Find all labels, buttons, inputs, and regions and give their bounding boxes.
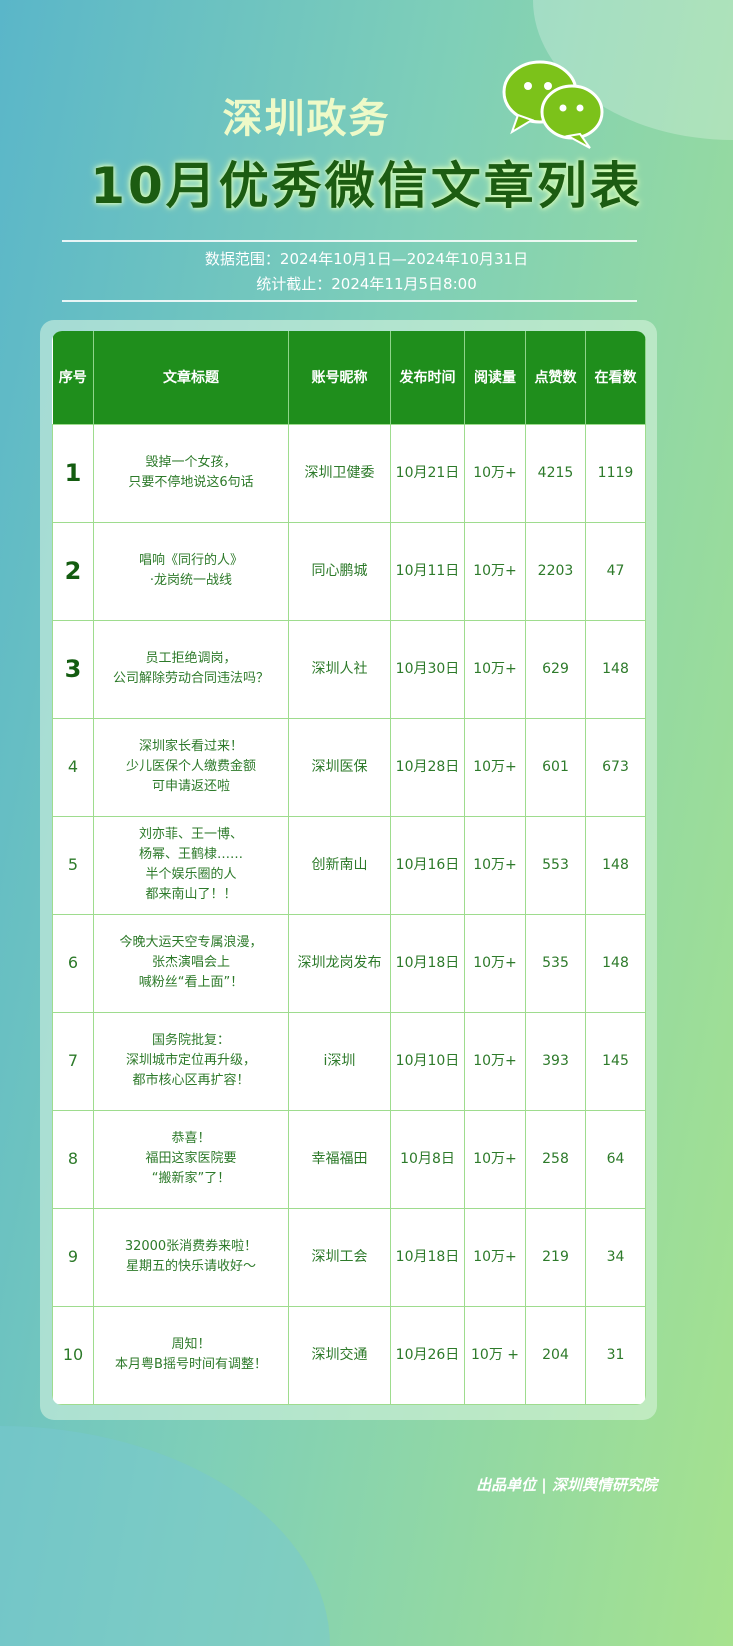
article-table: 序号 文章标题 账号昵称 发布时间 阅读量 点赞数 在看数 1 毁掉一个女孩， 只要不停地说这… bbox=[52, 331, 646, 1405]
publish-date: 10月16日 bbox=[390, 815, 465, 915]
table-row: 5 刘亦菲、王一博、 杨幂、王鹤棣…… 半个娱乐圈的人 都来南山了！！ 创新南山 10… bbox=[52, 815, 646, 915]
publish-date: 10月26日 bbox=[390, 1305, 465, 1405]
rank: 3 bbox=[52, 619, 94, 719]
watching-count: 148 bbox=[585, 815, 646, 915]
like-count: 629 bbox=[525, 619, 586, 719]
account-name: 深圳医保 bbox=[288, 717, 391, 817]
watching-count: 673 bbox=[585, 717, 646, 817]
rank: 2 bbox=[52, 521, 94, 621]
watching-count: 47 bbox=[585, 521, 646, 621]
watching-count: 34 bbox=[585, 1207, 646, 1307]
article-title[interactable]: 员工拒绝调岗， 公司解除劳动合同违法吗？ bbox=[93, 619, 289, 719]
read-count: 10万+ bbox=[464, 1207, 526, 1307]
read-count: 10万+ bbox=[464, 619, 526, 719]
wechat-icon bbox=[502, 60, 604, 149]
account-name: 深圳卫健委 bbox=[288, 423, 391, 523]
account-name: 深圳工会 bbox=[288, 1207, 391, 1307]
page-title: 10月优秀微信文章列表 bbox=[90, 157, 643, 215]
publish-date: 10月8日 bbox=[390, 1109, 465, 1209]
read-count: 10万 + bbox=[464, 1305, 526, 1405]
read-count: 10万+ bbox=[464, 1109, 526, 1209]
like-count: 2203 bbox=[525, 521, 586, 621]
article-title[interactable]: 今晚大运天空专属浪漫， 张杰演唱会上 喊粉丝“看上面”！ bbox=[93, 913, 289, 1013]
rank: 10 bbox=[52, 1305, 94, 1405]
publish-date: 10月18日 bbox=[390, 1207, 465, 1307]
table-row: 8 恭喜！ 福田这家医院要 “搬新家”了！ 幸福福田 10月8日 10万+ 258 64 bbox=[52, 1109, 646, 1209]
divider bbox=[62, 240, 637, 242]
publish-date: 10月30日 bbox=[390, 619, 465, 719]
article-title[interactable]: 刘亦菲、王一博、 杨幂、王鹤棣…… 半个娱乐圈的人 都来南山了！！ bbox=[93, 815, 289, 915]
like-count: 553 bbox=[525, 815, 586, 915]
like-count: 393 bbox=[525, 1011, 586, 1111]
like-count: 535 bbox=[525, 913, 586, 1013]
rank: 4 bbox=[52, 717, 94, 817]
watching-count: 31 bbox=[585, 1305, 646, 1405]
column-header: 阅读量 bbox=[464, 331, 526, 424]
column-header: 序号 bbox=[52, 331, 94, 424]
decor-wave bbox=[0, 1426, 330, 1646]
table-row: 2 唱响《同行的人》 ·龙岗统一战线 同心鹏城 10月11日 10万+ 2203 47 bbox=[52, 521, 646, 621]
column-header: 发布时间 bbox=[390, 331, 465, 424]
read-count: 10万+ bbox=[464, 521, 526, 621]
cutoff-time: 统计截止：2024年11月5日8:00 bbox=[256, 275, 477, 293]
article-title[interactable]: 深圳家长看过来！ 少儿医保个人缴费金额 可申请返还啦 bbox=[93, 717, 289, 817]
rank: 8 bbox=[52, 1109, 94, 1209]
divider bbox=[62, 300, 637, 302]
table-row: 6 今晚大运天空专属浪漫， 张杰演唱会上 喊粉丝“看上面”！ 深圳龙岗发布 10月18… bbox=[52, 913, 646, 1013]
table-row: 9 32000张消费券来啦！ 星期五的快乐请收好～ 深圳工会 10月18日 10万+ 21… bbox=[52, 1207, 646, 1307]
publish-date: 10月18日 bbox=[390, 913, 465, 1013]
article-title[interactable]: 周知！ 本月粤B摇号时间有调整！ bbox=[93, 1305, 289, 1405]
read-count: 10万+ bbox=[464, 423, 526, 523]
like-count: 601 bbox=[525, 717, 586, 817]
account-name: i深圳 bbox=[288, 1011, 391, 1111]
account-name: 创新南山 bbox=[288, 815, 391, 915]
watching-count: 145 bbox=[585, 1011, 646, 1111]
rank: 6 bbox=[52, 913, 94, 1013]
rank: 5 bbox=[52, 815, 94, 915]
watching-count: 1119 bbox=[585, 423, 646, 523]
table-row: 3 员工拒绝调岗， 公司解除劳动合同违法吗？ 深圳人社 10月30日 10万+ 629 14… bbox=[52, 619, 646, 719]
read-count: 10万+ bbox=[464, 913, 526, 1013]
account-name: 同心鹏城 bbox=[288, 521, 391, 621]
table-row: 1 毁掉一个女孩， 只要不停地说这6句话 深圳卫健委 10月21日 10万+ 4215 11… bbox=[52, 423, 646, 523]
watching-count: 148 bbox=[585, 619, 646, 719]
data-range: 数据范围：2024年10月1日—2024年10月31日 bbox=[204, 250, 529, 268]
read-count: 10万+ bbox=[464, 815, 526, 915]
article-title[interactable]: 国务院批复： 深圳城市定位再升级， 都市核心区再扩容！ bbox=[93, 1011, 289, 1111]
publish-date: 10月21日 bbox=[390, 423, 465, 523]
publish-date: 10月11日 bbox=[390, 521, 465, 621]
rank: 1 bbox=[52, 423, 94, 523]
rank: 7 bbox=[52, 1011, 94, 1111]
account-name: 深圳龙岗发布 bbox=[288, 913, 391, 1013]
account-name: 深圳交通 bbox=[288, 1305, 391, 1405]
like-count: 219 bbox=[525, 1207, 586, 1307]
column-header: 文章标题 bbox=[93, 331, 289, 424]
read-count: 10万+ bbox=[464, 717, 526, 817]
table-row: 4 深圳家长看过来！ 少儿医保个人缴费金额 可申请返还啦 深圳医保 10月28日 10万… bbox=[52, 717, 646, 817]
watching-count: 64 bbox=[585, 1109, 646, 1209]
article-title[interactable]: 唱响《同行的人》 ·龙岗统一战线 bbox=[93, 521, 289, 621]
read-count: 10万+ bbox=[464, 1011, 526, 1111]
like-count: 204 bbox=[525, 1305, 586, 1405]
article-title[interactable]: 32000张消费券来啦！ 星期五的快乐请收好～ bbox=[93, 1207, 289, 1307]
article-title[interactable]: 恭喜！ 福田这家医院要 “搬新家”了！ bbox=[93, 1109, 289, 1209]
column-header: 在看数 bbox=[585, 331, 646, 424]
brand-title: 深圳政务 bbox=[222, 96, 391, 142]
table-row: 7 国务院批复： 深圳城市定位再升级， 都市核心区再扩容！ i深圳 10月10日 10万… bbox=[52, 1011, 646, 1111]
like-count: 258 bbox=[525, 1109, 586, 1209]
article-title[interactable]: 毁掉一个女孩， 只要不停地说这6句话 bbox=[93, 423, 289, 523]
account-name: 深圳人社 bbox=[288, 619, 391, 719]
publish-date: 10月10日 bbox=[390, 1011, 465, 1111]
column-header: 账号昵称 bbox=[288, 331, 391, 424]
watching-count: 148 bbox=[585, 913, 646, 1013]
column-header: 点赞数 bbox=[525, 331, 586, 424]
like-count: 4215 bbox=[525, 423, 586, 523]
publish-date: 10月28日 bbox=[390, 717, 465, 817]
table-row: 10 周知！ 本月粤B摇号时间有调整！ 深圳交通 10月26日 10万 +204 31 bbox=[52, 1305, 646, 1405]
rank: 9 bbox=[52, 1207, 94, 1307]
account-name: 幸福福田 bbox=[288, 1109, 391, 1209]
footer-credit: 出品单位 | 深圳舆情研究院 bbox=[476, 1476, 657, 1494]
